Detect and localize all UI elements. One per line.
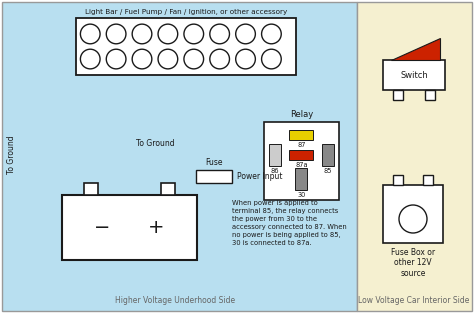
Text: When power is applied to
terminal 85, the relay connects
the power from 30 to th: When power is applied to terminal 85, th… bbox=[232, 200, 347, 246]
Circle shape bbox=[184, 24, 204, 44]
Circle shape bbox=[106, 49, 126, 69]
Text: +: + bbox=[148, 218, 165, 237]
Circle shape bbox=[81, 24, 100, 44]
Bar bbox=[290, 130, 313, 140]
Text: Power Input: Power Input bbox=[237, 172, 283, 181]
Text: 87a: 87a bbox=[295, 162, 308, 168]
Circle shape bbox=[106, 24, 126, 44]
Text: Higher Voltage Underhood Side: Higher Voltage Underhood Side bbox=[115, 296, 235, 305]
Bar bbox=[425, 90, 435, 100]
Bar bbox=[383, 185, 443, 243]
Text: −: − bbox=[94, 218, 111, 237]
Bar bbox=[2, 2, 357, 311]
Bar bbox=[357, 2, 472, 311]
Circle shape bbox=[210, 24, 229, 44]
Polygon shape bbox=[391, 38, 440, 60]
Bar bbox=[196, 170, 232, 183]
Text: 30: 30 bbox=[297, 192, 306, 198]
Bar bbox=[290, 150, 313, 160]
Text: Fuse: Fuse bbox=[205, 158, 223, 167]
Bar bbox=[76, 18, 296, 75]
Bar bbox=[62, 195, 197, 260]
Circle shape bbox=[399, 205, 427, 233]
Circle shape bbox=[132, 24, 152, 44]
Circle shape bbox=[158, 24, 178, 44]
Circle shape bbox=[236, 24, 255, 44]
Text: 86: 86 bbox=[271, 168, 279, 174]
Circle shape bbox=[262, 49, 281, 69]
Circle shape bbox=[132, 49, 152, 69]
Text: Light Bar / Fuel Pump / Fan / Ignition, or other accessory: Light Bar / Fuel Pump / Fan / Ignition, … bbox=[85, 9, 287, 15]
Bar bbox=[264, 122, 339, 200]
Bar bbox=[322, 144, 334, 166]
Bar bbox=[269, 144, 281, 166]
Text: Fuse Box or
other 12V
source: Fuse Box or other 12V source bbox=[391, 248, 435, 278]
Circle shape bbox=[184, 49, 204, 69]
Circle shape bbox=[158, 49, 178, 69]
Circle shape bbox=[210, 49, 229, 69]
Bar bbox=[383, 60, 445, 90]
Circle shape bbox=[236, 49, 255, 69]
Bar bbox=[393, 175, 403, 185]
Bar bbox=[423, 175, 433, 185]
Text: 85: 85 bbox=[324, 168, 332, 174]
Text: To Ground: To Ground bbox=[8, 136, 17, 174]
Text: Low Voltage Car Interior Side: Low Voltage Car Interior Side bbox=[358, 296, 470, 305]
Bar bbox=[84, 183, 98, 195]
Text: 87: 87 bbox=[297, 142, 306, 148]
Bar bbox=[161, 183, 175, 195]
Bar bbox=[295, 168, 308, 190]
Text: Relay: Relay bbox=[290, 110, 313, 119]
Text: Switch: Switch bbox=[400, 70, 428, 80]
Bar bbox=[393, 90, 403, 100]
Circle shape bbox=[262, 24, 281, 44]
Text: To Ground: To Ground bbox=[136, 139, 174, 148]
Circle shape bbox=[81, 49, 100, 69]
